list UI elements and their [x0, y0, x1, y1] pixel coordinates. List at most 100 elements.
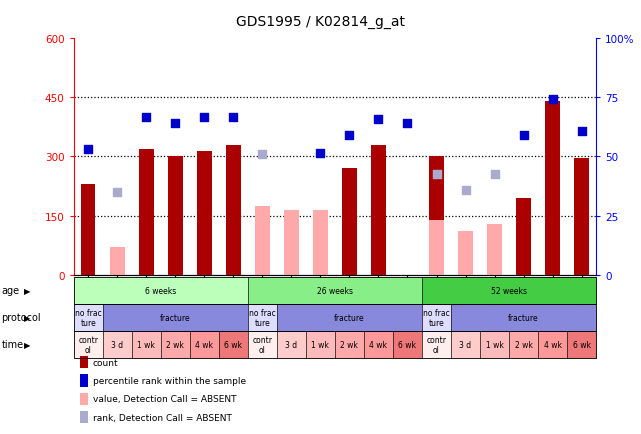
Bar: [422, 277, 596, 304]
Text: protocol: protocol: [1, 313, 41, 322]
Text: count: count: [93, 358, 119, 367]
Text: 4 wk: 4 wk: [196, 340, 213, 349]
Text: fracture: fracture: [160, 313, 190, 322]
Bar: [132, 331, 161, 358]
Bar: [190, 331, 219, 358]
Point: [170, 120, 180, 127]
Text: contr
ol: contr ol: [253, 335, 272, 354]
Text: 6 weeks: 6 weeks: [145, 286, 176, 295]
Bar: [168, 157, 183, 275]
Bar: [110, 248, 124, 275]
Bar: [103, 331, 132, 358]
Text: ▶: ▶: [24, 340, 30, 349]
Text: 3 d: 3 d: [460, 340, 472, 349]
Text: 3 d: 3 d: [285, 340, 297, 349]
Text: fracture: fracture: [508, 313, 539, 322]
Bar: [226, 145, 240, 275]
Text: 6 wk: 6 wk: [224, 340, 242, 349]
Bar: [451, 304, 596, 331]
Point: [490, 171, 500, 178]
Bar: [306, 331, 335, 358]
Bar: [197, 151, 212, 275]
Text: rank, Detection Call = ABSENT: rank, Detection Call = ABSENT: [93, 413, 232, 421]
Point: [519, 132, 529, 139]
Point: [373, 116, 383, 123]
Bar: [74, 277, 248, 304]
Point: [403, 120, 413, 127]
Bar: [284, 210, 299, 275]
Text: contr
ol: contr ol: [78, 335, 98, 354]
Text: 52 weeks: 52 weeks: [491, 286, 527, 295]
Text: 6 wk: 6 wk: [572, 340, 590, 349]
Point: [228, 114, 238, 121]
Bar: [567, 331, 596, 358]
Point: [141, 114, 151, 121]
Bar: [277, 304, 422, 331]
Text: no frac
ture: no frac ture: [423, 308, 450, 327]
Bar: [342, 169, 356, 275]
Bar: [248, 277, 422, 304]
Bar: [574, 159, 589, 275]
Bar: [509, 331, 538, 358]
Bar: [538, 331, 567, 358]
Bar: [371, 145, 386, 275]
Text: no frac
ture: no frac ture: [75, 308, 102, 327]
Bar: [335, 331, 364, 358]
Text: fracture: fracture: [334, 313, 365, 322]
Text: age: age: [1, 286, 19, 296]
Bar: [429, 220, 444, 275]
Point: [257, 151, 267, 158]
Text: 6 wk: 6 wk: [399, 340, 417, 349]
Bar: [422, 304, 451, 331]
Text: contr
ol: contr ol: [426, 335, 447, 354]
Bar: [545, 102, 560, 275]
Text: time: time: [1, 340, 24, 349]
Text: 26 weeks: 26 weeks: [317, 286, 353, 295]
Bar: [313, 210, 328, 275]
Bar: [487, 224, 502, 275]
Bar: [255, 206, 270, 275]
Bar: [451, 331, 480, 358]
Bar: [393, 331, 422, 358]
Text: percentile rank within the sample: percentile rank within the sample: [93, 376, 246, 385]
Bar: [277, 331, 306, 358]
Text: 1 wk: 1 wk: [486, 340, 503, 349]
Bar: [81, 184, 96, 275]
Bar: [74, 304, 103, 331]
Text: 4 wk: 4 wk: [544, 340, 562, 349]
Point: [576, 128, 587, 135]
Bar: [458, 232, 473, 275]
Point: [315, 150, 326, 157]
Text: ▶: ▶: [24, 313, 30, 322]
Bar: [364, 331, 393, 358]
Point: [199, 114, 210, 121]
Point: [547, 97, 558, 104]
Bar: [248, 304, 277, 331]
Point: [460, 187, 470, 194]
Bar: [516, 198, 531, 275]
Text: 4 wk: 4 wk: [369, 340, 387, 349]
Point: [112, 189, 122, 196]
Point: [431, 171, 442, 178]
Text: 2 wk: 2 wk: [515, 340, 533, 349]
Text: 1 wk: 1 wk: [137, 340, 155, 349]
Text: GDS1995 / K02814_g_at: GDS1995 / K02814_g_at: [236, 15, 405, 29]
Point: [83, 146, 94, 153]
Bar: [480, 331, 509, 358]
Bar: [219, 331, 248, 358]
Bar: [429, 157, 444, 275]
Bar: [422, 331, 451, 358]
Text: value, Detection Call = ABSENT: value, Detection Call = ABSENT: [93, 395, 237, 403]
Text: ▶: ▶: [24, 286, 30, 295]
Point: [344, 132, 354, 139]
Bar: [103, 304, 248, 331]
Bar: [161, 331, 190, 358]
Bar: [248, 331, 277, 358]
Text: no frac
ture: no frac ture: [249, 308, 276, 327]
Text: 1 wk: 1 wk: [312, 340, 329, 349]
Text: 2 wk: 2 wk: [340, 340, 358, 349]
Bar: [139, 149, 154, 275]
Bar: [74, 331, 103, 358]
Text: 3 d: 3 d: [111, 340, 123, 349]
Text: 2 wk: 2 wk: [167, 340, 184, 349]
